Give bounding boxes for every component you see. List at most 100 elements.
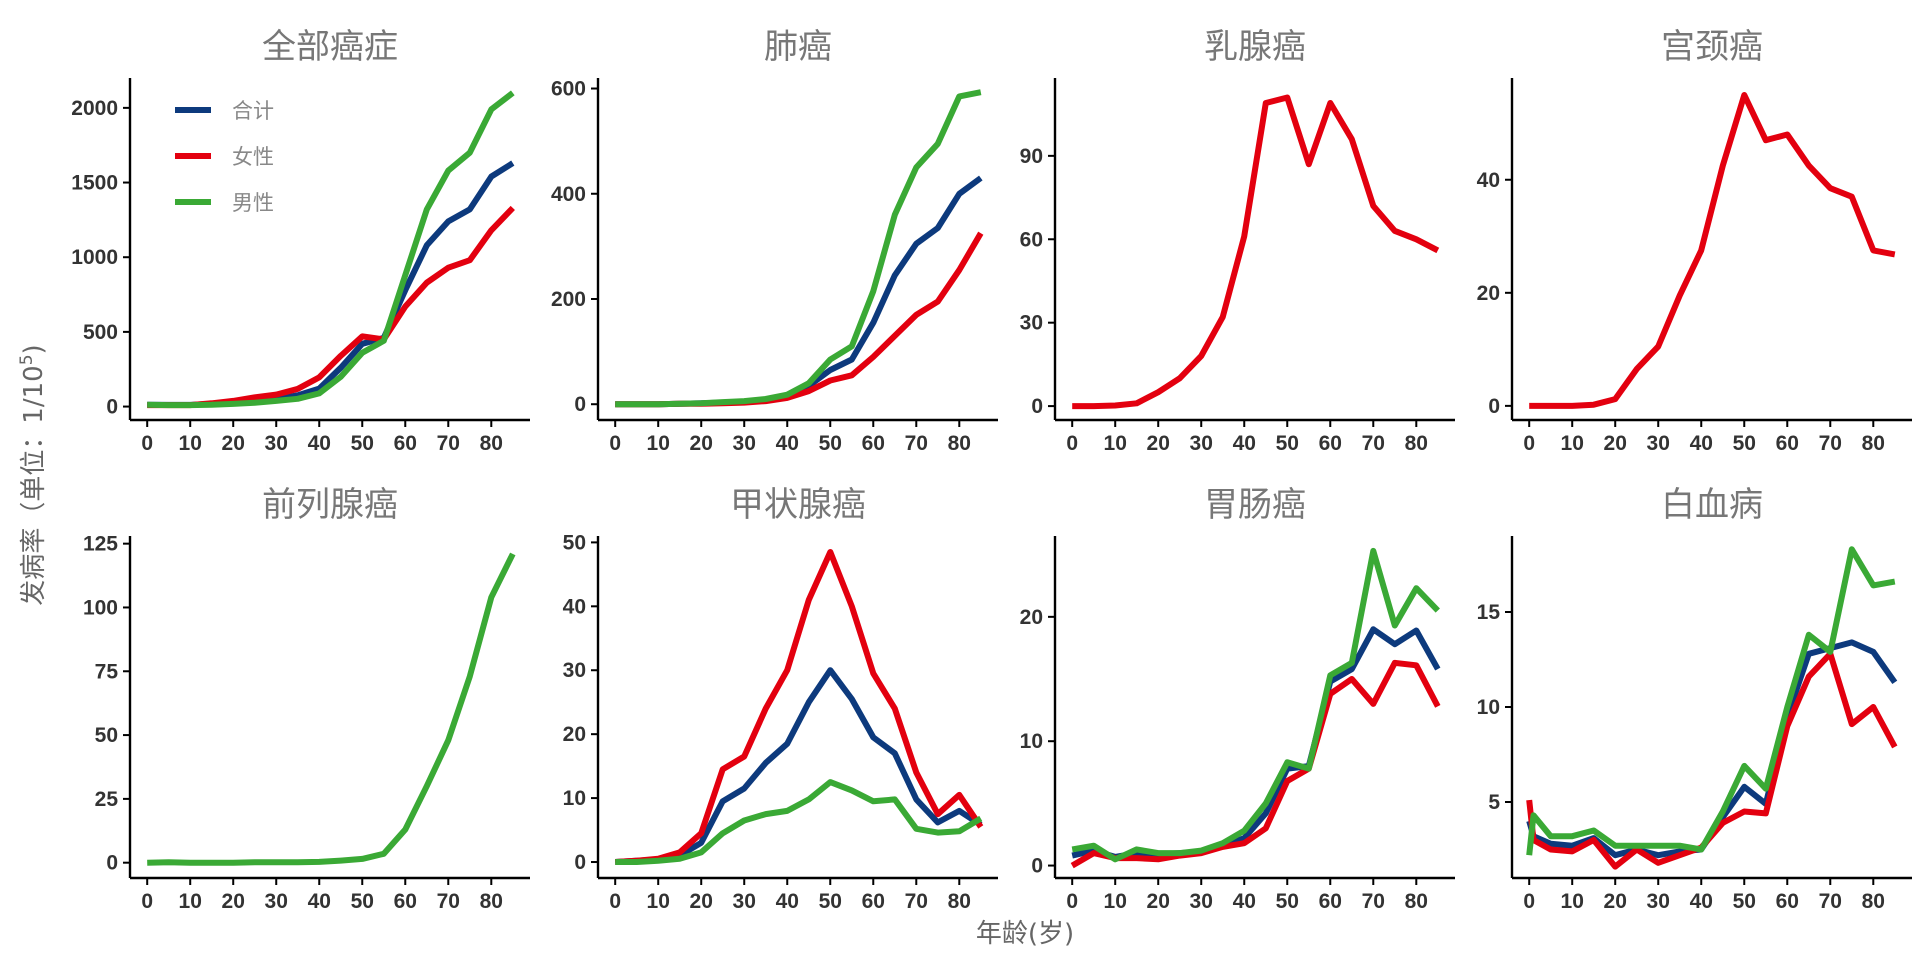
x-tick-label: 20: [222, 432, 245, 455]
x-tick-label: 20: [690, 890, 713, 913]
x-tick-label: 20: [1147, 432, 1170, 455]
y-tick-label: 0: [106, 396, 118, 419]
x-tick-label: 0: [609, 432, 621, 455]
y-tick-label: 20: [1477, 282, 1500, 305]
x-tick-label: 30: [1647, 432, 1670, 455]
x-tick-label: 70: [1819, 432, 1842, 455]
series-line-male: [615, 89, 982, 408]
x-tick-label: 50: [351, 890, 374, 913]
x-tick-label: 10: [647, 432, 670, 455]
legend-label-total: 合计: [232, 99, 274, 123]
x-tick-label: 10: [1104, 890, 1127, 913]
panel-8: 白血病 0 10 20 30 40 50 60 70 80 5 10 15: [1477, 485, 1912, 913]
y-tick-label: 5: [1488, 791, 1500, 814]
panel-title: 前列腺癌: [262, 485, 398, 525]
x-tick-label: 50: [1276, 432, 1299, 455]
x-tick-label: 40: [776, 432, 799, 455]
legend-label-female: 女性: [232, 145, 274, 169]
y-tick-label: 40: [1477, 169, 1500, 192]
x-tick-label: 0: [1523, 890, 1535, 913]
y-axis-label-prefix: 发病率（单位：: [19, 424, 49, 606]
x-tick-label: 40: [1233, 432, 1256, 455]
x-tick-label: 70: [905, 432, 928, 455]
x-tick-label: 50: [1733, 890, 1756, 913]
x-tick-label: 40: [776, 890, 799, 913]
y-tick-label: 1500: [71, 172, 118, 195]
series-line-male: [615, 779, 983, 865]
y-tick-label: 0: [574, 393, 586, 416]
panel-title: 肺癌: [764, 27, 832, 67]
series-line-male: [1526, 546, 1896, 856]
panel-5: 前列腺癌 0 10 20 30 40 50 60 70 80 0 25 50 75 100 125: [83, 485, 530, 913]
y-axis-label-unit-exp: 5: [17, 354, 37, 365]
x-tick-label: 20: [690, 432, 713, 455]
y-tick-label: 10: [563, 787, 586, 810]
y-tick-label: 10: [1020, 730, 1043, 753]
y-tick-label: 20: [563, 723, 586, 746]
x-tick-label: 80: [1405, 890, 1428, 913]
y-tick-label: 0: [1488, 395, 1500, 418]
y-tick-label: 25: [95, 788, 119, 811]
y-tick-label: 0: [106, 852, 118, 875]
series-line-male: [1071, 547, 1440, 863]
panel-title: 胃肠癌: [1204, 485, 1306, 525]
series-line-male: [147, 552, 516, 866]
y-tick-label: 1000: [71, 246, 118, 269]
series-line-total: [1071, 626, 1441, 860]
panel-title: 宫颈癌: [1661, 27, 1763, 67]
panel-title: 甲状腺癌: [730, 485, 866, 525]
x-tick-label: 70: [905, 890, 928, 913]
y-tick-label: 50: [95, 724, 118, 747]
x-tick-label: 80: [480, 432, 503, 455]
y-axis-label-unit-base: 1/10: [19, 365, 49, 423]
panel-title: 全部癌症: [262, 27, 398, 67]
x-tick-label: 0: [141, 432, 153, 455]
x-tick-label: 70: [437, 890, 460, 913]
x-tick-label: 70: [1362, 890, 1385, 913]
x-tick-label: 40: [1690, 890, 1713, 913]
x-tick-label: 20: [1604, 432, 1627, 455]
x-tick-label: 40: [1690, 432, 1713, 455]
panel-7: 胃肠癌 0 10 20 30 40 50 60 70 80 0 10 20: [1020, 485, 1455, 913]
series-line-male: [147, 90, 515, 409]
x-axis-label: 年龄(岁): [976, 919, 1074, 949]
x-tick-label: 20: [1147, 890, 1170, 913]
y-tick-label: 10: [1477, 696, 1500, 719]
panel-4: 宫颈癌 0 10 20 30 40 50 60 70 80 0 20 40: [1477, 27, 1912, 455]
x-tick-label: 10: [179, 890, 202, 913]
panel-title: 白血病: [1661, 485, 1763, 525]
x-tick-label: 60: [394, 890, 417, 913]
x-tick-label: 10: [647, 890, 670, 913]
y-tick-label: 100: [83, 596, 118, 619]
panel-6: 甲状腺癌 0 10 20 30 40 50 60 70 80 0 10 20 30 40 50: [563, 485, 998, 913]
x-tick-label: 60: [1319, 432, 1342, 455]
x-tick-label: 70: [437, 432, 460, 455]
x-tick-label: 40: [308, 890, 331, 913]
x-tick-label: 30: [733, 432, 756, 455]
y-tick-label: 200: [551, 288, 586, 311]
y-tick-label: 20: [1020, 606, 1043, 629]
x-tick-label: 60: [862, 890, 885, 913]
panel-title: 乳腺癌: [1204, 27, 1306, 67]
series-line-female: [1529, 92, 1896, 409]
x-tick-label: 40: [1233, 890, 1256, 913]
x-tick-label: 60: [1319, 890, 1342, 913]
x-tick-label: 10: [179, 432, 202, 455]
y-tick-label: 60: [1020, 228, 1043, 251]
y-tick-label: 0: [1031, 855, 1043, 878]
y-tick-label: 0: [1031, 395, 1043, 418]
series-line-total: [1526, 639, 1898, 859]
x-tick-label: 80: [1862, 432, 1885, 455]
legend-label-male: 男性: [232, 191, 274, 215]
x-tick-label: 50: [819, 890, 842, 913]
x-tick-label: 80: [1862, 890, 1885, 913]
x-tick-label: 50: [1733, 432, 1756, 455]
y-tick-label: 0: [574, 851, 586, 874]
y-axis-label-suffix: ): [19, 344, 49, 354]
y-tick-label: 30: [563, 659, 586, 682]
x-tick-label: 70: [1362, 432, 1385, 455]
panel-2: 肺癌 0 10 20 30 40 50 60 70 80 0 200 400 600: [551, 27, 998, 455]
x-tick-label: 80: [1405, 432, 1428, 455]
x-tick-label: 10: [1561, 432, 1584, 455]
